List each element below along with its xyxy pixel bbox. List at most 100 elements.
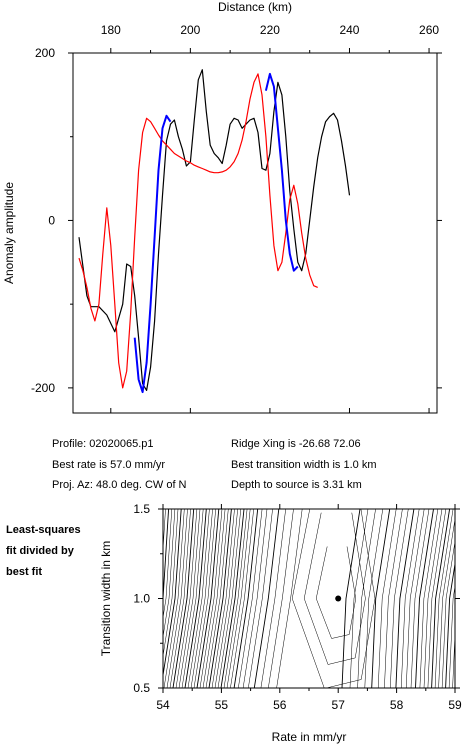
- cy-tick-label: 1.0: [133, 592, 150, 606]
- contour-line-right: [441, 539, 455, 688]
- contour-line-right: [371, 509, 391, 688]
- contour-line-left: [202, 509, 226, 688]
- series-line-3: [264, 72, 299, 272]
- contour-line-right: [452, 628, 455, 688]
- profile-y-axis-label: Anomaly amplitude: [2, 182, 16, 284]
- best-rate-text: Best rate is 57.0 mm/yr: [52, 459, 166, 471]
- contour-line-left: [211, 509, 235, 688]
- y-tick-label: 0: [48, 213, 55, 227]
- cy-tick-label: 0.5: [133, 681, 150, 695]
- contour-line-left: [248, 509, 273, 688]
- depth-text: Depth to source is 3.31 km: [231, 479, 362, 491]
- best-fit-marker: [335, 595, 342, 602]
- contour-line-left: [214, 509, 238, 688]
- contour-line-left: [175, 509, 198, 688]
- contour-line-right: [434, 509, 454, 688]
- contour-line-left: [268, 509, 294, 688]
- profile-plot: 180 200 220 240 260 200 0 -200 Distance (km) Anom…: [2, 0, 442, 414]
- contour-line-right: [445, 561, 455, 688]
- contour-line-left: [163, 509, 166, 554]
- contour-line-left: [163, 509, 173, 620]
- contour-line-left: [220, 509, 245, 688]
- profile-frame: [72, 52, 438, 414]
- contour-line-left: [208, 509, 232, 688]
- contour-line-left: [187, 509, 210, 688]
- contour-y-axis-label: Transition width in km: [99, 541, 113, 657]
- y-tick-label: -200: [31, 381, 55, 395]
- contour-line-right: [405, 509, 425, 688]
- contour-line-right: [438, 517, 455, 688]
- contour-ring-1: [303, 512, 366, 665]
- contour-line-left: [276, 509, 303, 688]
- contour-ring-0: [315, 546, 357, 639]
- contour-line-right: [419, 509, 439, 688]
- contour-line-left: [172, 509, 195, 688]
- profile-text: Profile: 02020065.p1: [52, 438, 154, 450]
- contour-line-left: [238, 509, 263, 688]
- contour-line-right: [395, 509, 415, 688]
- contour-line-left: [163, 509, 182, 679]
- contour-line-right: [357, 509, 376, 688]
- contour-line-left: [260, 509, 286, 688]
- contour-line-right: [384, 509, 403, 688]
- best-transition-text: Best transition width is 1.0 km: [231, 459, 377, 471]
- contour-line-left: [178, 509, 201, 688]
- contour-line-right: [415, 509, 434, 688]
- x-tick-label: 260: [419, 23, 439, 37]
- contour-line-left: [230, 509, 254, 688]
- contour-line-left: [199, 509, 223, 688]
- contour-line-left: [253, 509, 280, 688]
- cx-tick-label: 55: [215, 698, 229, 712]
- contour-line-left: [205, 509, 229, 688]
- contour-line-left: [163, 509, 185, 688]
- ridge-xing-text: Ridge Xing is -26.68 72.06: [231, 438, 361, 450]
- contour-line-right: [431, 509, 451, 688]
- contour-line-right: [349, 509, 369, 688]
- side-label-line-3: best fit: [6, 566, 43, 578]
- contour-line-left: [163, 509, 176, 639]
- contour-line-right: [390, 509, 409, 688]
- x-tick-label: 220: [260, 23, 280, 37]
- contour-line-left: [169, 509, 191, 688]
- profile-x-axis-label: Distance (km): [218, 0, 292, 14]
- contour-lines: [163, 509, 467, 688]
- contour-line-left: [233, 509, 259, 688]
- contour-line-right: [460, 509, 467, 688]
- contour-line-right: [400, 509, 420, 688]
- cx-tick-label: 58: [390, 698, 404, 712]
- contour-line-right: [341, 509, 361, 688]
- contour-line-right: [427, 509, 447, 688]
- contour-line-right: [448, 584, 455, 688]
- contour-line-left: [166, 509, 188, 688]
- x-tick-label: 180: [101, 23, 121, 37]
- contour-line-right: [410, 509, 430, 688]
- contour-line-left: [163, 509, 179, 658]
- series-line-1: [78, 73, 318, 389]
- contour-line-right: [364, 509, 384, 688]
- contour-line-right: [377, 509, 397, 688]
- x-tick-label: 240: [339, 23, 359, 37]
- cx-tick-label: 57: [332, 698, 346, 712]
- contour-line-left: [223, 509, 248, 688]
- contour-line-right: [463, 509, 467, 688]
- y-tick-label: 200: [35, 46, 55, 60]
- contour-plot: 54 55 56 57 58 59 0.5 1.0 1.5 Rate in mm/yr Transi…: [99, 502, 467, 744]
- side-label: Least-squares fit divided by best fit: [6, 520, 81, 583]
- contour-ring-2: [291, 509, 376, 688]
- contour-line-left: [184, 509, 207, 688]
- contour-line-left: [181, 509, 204, 688]
- contour-line-left: [226, 509, 251, 688]
- cx-tick-label: 59: [448, 698, 462, 712]
- series-line-0: [78, 69, 351, 391]
- contour-line-left: [163, 509, 170, 602]
- cy-tick-label: 1.5: [133, 502, 150, 516]
- contour-line-left: [242, 509, 268, 688]
- contour-frame: [162, 508, 456, 689]
- proj-az-text: Proj. Az: 48.0 deg. CW of N: [52, 479, 187, 491]
- contour-line-left: [193, 509, 216, 688]
- cx-tick-label: 54: [156, 698, 170, 712]
- cx-tick-label: 56: [273, 698, 287, 712]
- side-label-line-2: fit divided by: [6, 545, 74, 557]
- contour-line-left: [196, 509, 220, 688]
